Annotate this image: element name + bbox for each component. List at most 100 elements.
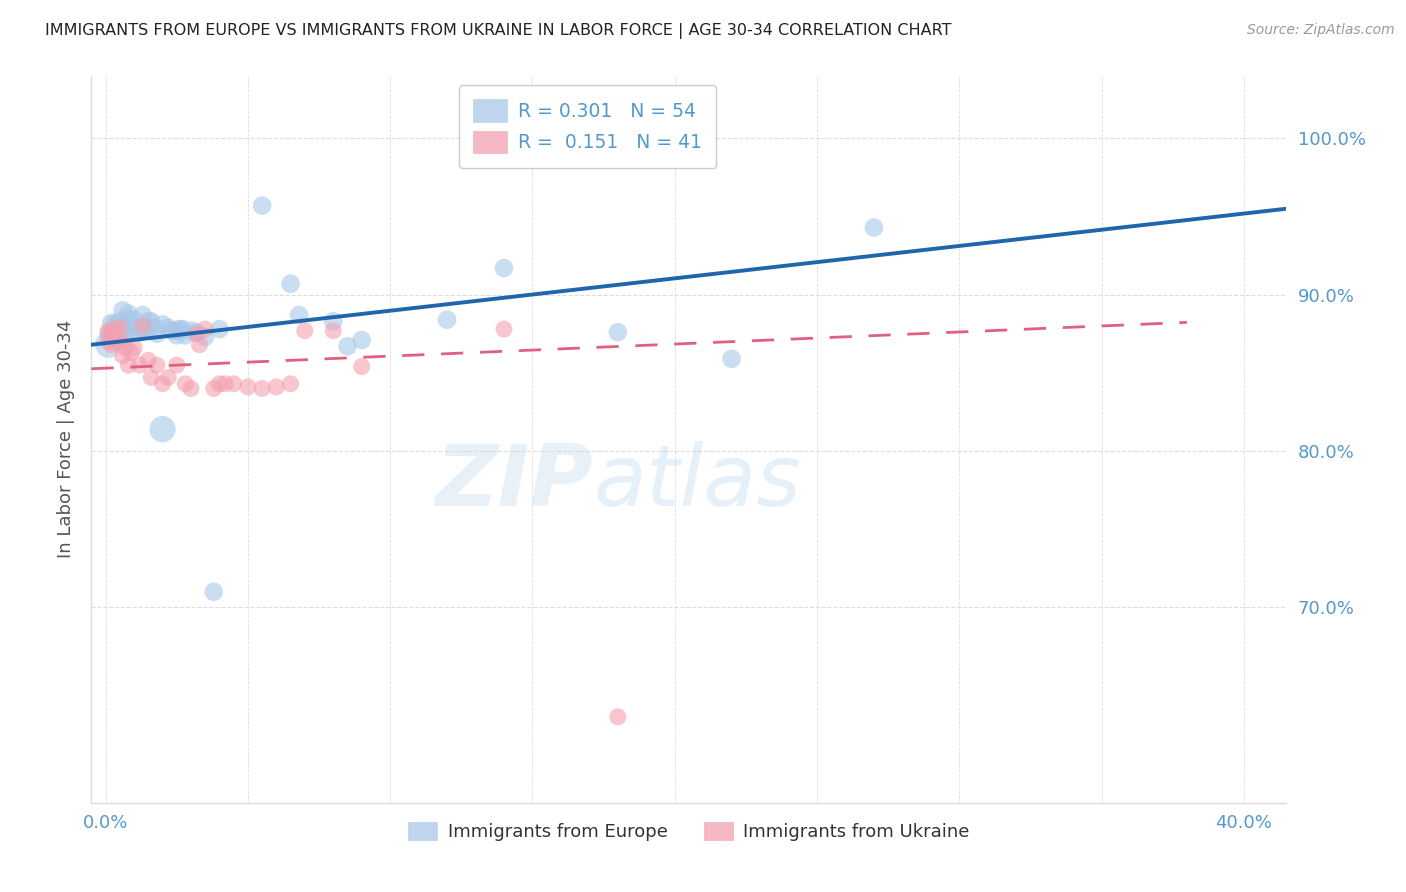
Point: [105, 334, 128, 349]
Point: [157, 370, 180, 384]
Point: [194, 322, 217, 336]
Point: [169, 322, 191, 336]
Point: [152, 376, 174, 391]
Point: [172, 322, 194, 336]
Point: [128, 358, 150, 372]
Point: [202, 382, 225, 396]
Point: [143, 320, 166, 334]
Text: IMMIGRANTS FROM EUROPE VS IMMIGRANTS FROM UKRAINE IN LABOR FORCE | AGE 30-34 COR: IMMIGRANTS FROM EUROPE VS IMMIGRANTS FRO…: [45, 23, 952, 39]
Point: [134, 324, 156, 338]
Point: [108, 320, 131, 334]
Point: [280, 277, 302, 291]
Point: [166, 324, 188, 338]
Point: [152, 422, 174, 436]
Point: [186, 325, 208, 339]
Point: [100, 330, 122, 344]
Point: [97, 334, 120, 349]
Legend: Immigrants from Europe, Immigrants from Ukraine: Immigrants from Europe, Immigrants from …: [401, 814, 977, 848]
Point: [250, 198, 273, 212]
Point: [117, 312, 139, 326]
Point: [202, 584, 225, 599]
Point: [146, 358, 169, 372]
Point: [100, 325, 122, 339]
Point: [114, 341, 136, 355]
Point: [111, 349, 134, 363]
Text: atlas: atlas: [593, 442, 801, 524]
Point: [105, 331, 128, 345]
Point: [288, 308, 311, 322]
Point: [166, 358, 188, 372]
Point: [114, 325, 136, 339]
Point: [180, 382, 202, 396]
Point: [436, 312, 458, 326]
Point: [108, 314, 131, 328]
Point: [103, 322, 125, 336]
Point: [117, 306, 139, 320]
Point: [141, 314, 163, 328]
Point: [336, 339, 359, 353]
Point: [117, 358, 139, 372]
Point: [97, 337, 120, 351]
Point: [141, 370, 163, 384]
Point: [294, 324, 316, 338]
Point: [122, 324, 145, 338]
Text: Source: ZipAtlas.com: Source: ZipAtlas.com: [1247, 23, 1395, 37]
Point: [128, 325, 150, 339]
Point: [160, 324, 183, 338]
Point: [606, 325, 628, 339]
Point: [720, 351, 742, 366]
Point: [180, 324, 202, 338]
Point: [120, 345, 142, 359]
Point: [322, 324, 344, 338]
Point: [250, 382, 273, 396]
Point: [152, 318, 174, 332]
Point: [236, 380, 259, 394]
Point: [208, 376, 231, 391]
Point: [103, 318, 125, 332]
Y-axis label: In Labor Force | Age 30-34: In Labor Force | Age 30-34: [56, 320, 75, 558]
Point: [103, 325, 125, 339]
Point: [103, 331, 125, 345]
Point: [108, 325, 131, 339]
Point: [131, 318, 153, 333]
Point: [492, 322, 515, 336]
Point: [111, 303, 134, 318]
Point: [97, 326, 120, 341]
Point: [100, 337, 122, 351]
Point: [122, 341, 145, 355]
Point: [157, 320, 180, 334]
Point: [108, 320, 131, 334]
Point: [97, 324, 120, 338]
Point: [188, 337, 211, 351]
Point: [350, 359, 373, 374]
Point: [114, 330, 136, 344]
Point: [606, 710, 628, 724]
Point: [120, 318, 142, 333]
Point: [146, 326, 169, 341]
Point: [194, 330, 217, 344]
Point: [105, 320, 128, 334]
Point: [186, 326, 208, 341]
Point: [492, 261, 515, 276]
Point: [111, 318, 134, 332]
Point: [214, 376, 236, 391]
Text: ZIP: ZIP: [436, 442, 593, 524]
Point: [131, 308, 153, 322]
Point: [174, 376, 197, 391]
Point: [174, 328, 197, 343]
Point: [136, 353, 159, 368]
Point: [266, 380, 288, 394]
Point: [166, 328, 188, 343]
Point: [322, 314, 344, 328]
Point: [136, 322, 159, 336]
Point: [100, 316, 122, 330]
Point: [105, 334, 128, 349]
Point: [136, 314, 159, 328]
Point: [222, 376, 245, 391]
Point: [863, 220, 886, 235]
Point: [122, 312, 145, 326]
Point: [108, 333, 131, 347]
Point: [131, 320, 153, 334]
Point: [208, 322, 231, 336]
Point: [280, 376, 302, 391]
